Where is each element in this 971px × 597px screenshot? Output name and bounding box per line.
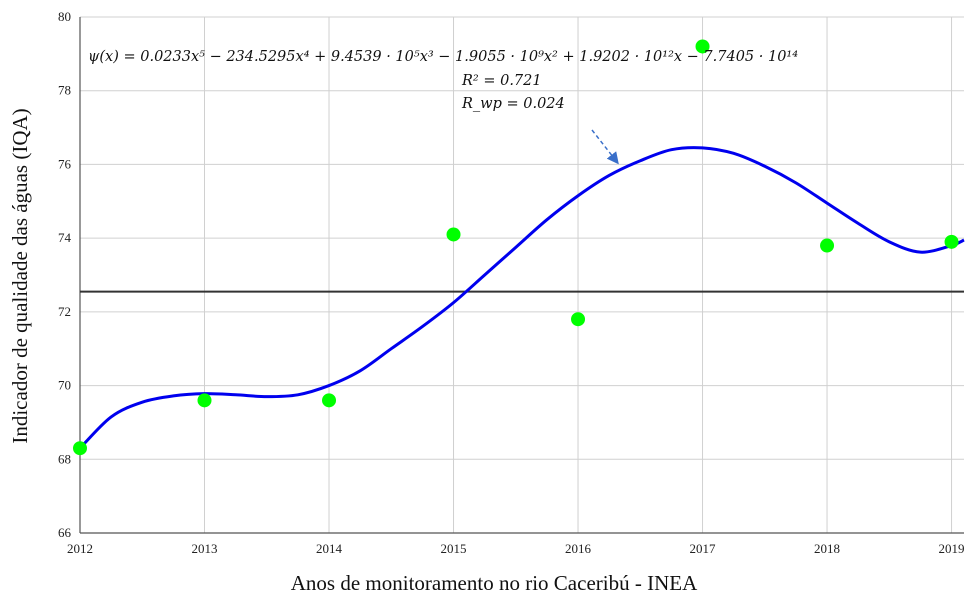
x-tick-label: 2013 (192, 541, 218, 556)
data-point (322, 393, 337, 408)
fit-curve-group (78, 146, 965, 450)
data-point (695, 39, 710, 54)
data-point (571, 312, 586, 327)
data-point (197, 393, 212, 408)
x-axis-title: Anos de monitoramento no rio Caceribú - … (291, 571, 698, 595)
y-tick-label: 78 (58, 83, 71, 98)
y-tick-label: 68 (58, 451, 71, 466)
data-points (73, 39, 959, 456)
y-tick-labels: 66 68 70 72 74 76 78 80 (58, 9, 72, 540)
data-point (73, 441, 87, 456)
y-tick-label: 72 (58, 304, 71, 319)
data-point (944, 234, 959, 249)
data-point (820, 238, 835, 253)
x-tick-labels: 2012 2013 2014 2015 2016 2017 2018 2019 (67, 541, 965, 556)
y-tick-label: 74 (58, 230, 72, 245)
x-tick-label: 2015 (441, 541, 467, 556)
r2-annotation: R² = 0.721 (461, 73, 542, 89)
x-tick-label: 2019 (939, 541, 965, 556)
y-tick-label: 70 (58, 378, 71, 393)
x-tick-label: 2018 (814, 541, 840, 556)
y-axis-title: Indicador de qualidade das águas (IQA) (8, 108, 32, 443)
rwp-annotation: R_wp = 0.024 (461, 96, 565, 112)
x-tick-label: 2012 (67, 541, 93, 556)
annotation-arrow (591, 129, 619, 165)
equation-annotation: ψ(x) = 0.0233x⁵ − 234.5295x⁴ + 9.4539 · … (88, 49, 798, 65)
y-tick-label: 80 (58, 9, 71, 24)
plot-frame (79, 17, 964, 534)
grid (79, 16, 964, 534)
x-tick-label: 2014 (316, 541, 343, 556)
fit-curve (78, 146, 965, 450)
x-tick-label: 2016 (565, 541, 592, 556)
y-tick-label: 76 (58, 156, 72, 171)
y-tick-label: 66 (58, 525, 72, 540)
x-tick-label: 2017 (690, 541, 717, 556)
data-point (446, 227, 461, 242)
